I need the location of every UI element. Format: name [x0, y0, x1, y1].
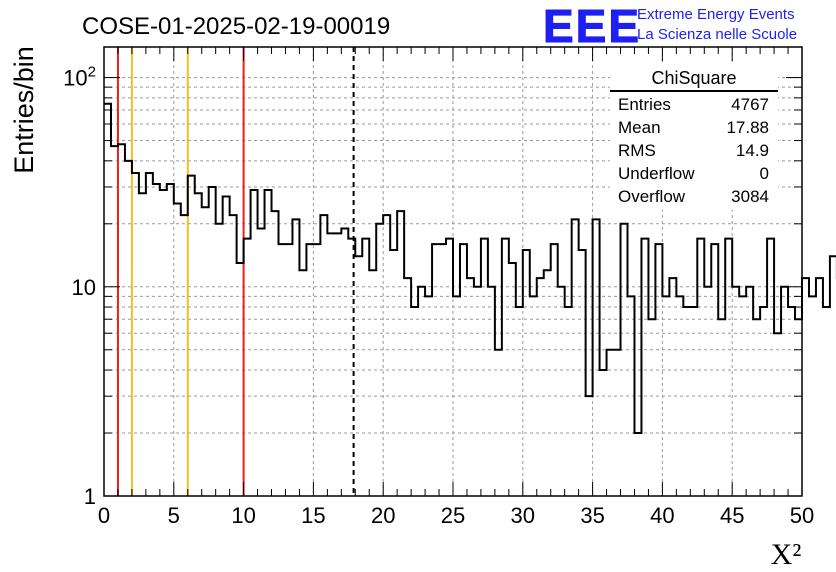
- y-axis-label: Entries/bin: [9, 46, 39, 174]
- logo-line1: Extreme Energy Events: [637, 6, 795, 23]
- vertical-markers: [116, 47, 355, 496]
- x-tick-label: 20: [371, 503, 395, 528]
- y-tick-label: 10: [72, 275, 96, 300]
- x-tick-label: 10: [231, 503, 255, 528]
- stat-value: 14.9: [736, 141, 769, 160]
- x-tick-label: 5: [168, 503, 180, 528]
- stat-label: RMS: [618, 141, 656, 160]
- stat-label: Mean: [618, 118, 661, 137]
- stat-label: Entries: [618, 95, 671, 114]
- x-tick-label: 40: [650, 503, 674, 528]
- stat-value: 3084: [731, 187, 769, 206]
- histogram-series: [104, 102, 836, 435]
- stat-value: 0: [760, 164, 769, 183]
- stats-box: ChiSquare Entries 4767 Mean 17.88 RMS 14.9 Und…: [610, 64, 778, 210]
- logo-line2: La Scienza nelle Scuole: [637, 26, 797, 43]
- x-tick-label: 45: [720, 503, 744, 528]
- stat-label: Underflow: [618, 164, 695, 183]
- stats-title: ChiSquare: [651, 68, 736, 88]
- x-tick-label: 30: [511, 503, 535, 528]
- stat-value: 4767: [731, 95, 769, 114]
- x-tick-label: 25: [441, 503, 465, 528]
- axis-ticks: 0 5 10 15 20 25 30 35 40 45 50 1 10 102: [63, 47, 814, 528]
- stat-label: Overflow: [618, 187, 686, 206]
- x-tick-label: 15: [301, 503, 325, 528]
- chart-title: COSE-01-2025-02-19-00019: [82, 13, 390, 40]
- x-tick-label: 0: [98, 503, 110, 528]
- x-axis-label: X²: [771, 538, 802, 571]
- logo-text: EEE: [543, 0, 641, 52]
- y-tick-label: 102: [63, 64, 96, 91]
- stat-value: 17.88: [726, 118, 769, 137]
- eee-logo: EEE Extreme Energy Events La Scienza nel…: [543, 0, 798, 53]
- x-tick-label: 35: [580, 503, 604, 528]
- y-tick-label: 1: [84, 484, 96, 509]
- grid: [104, 47, 802, 496]
- x-tick-label: 50: [790, 503, 814, 528]
